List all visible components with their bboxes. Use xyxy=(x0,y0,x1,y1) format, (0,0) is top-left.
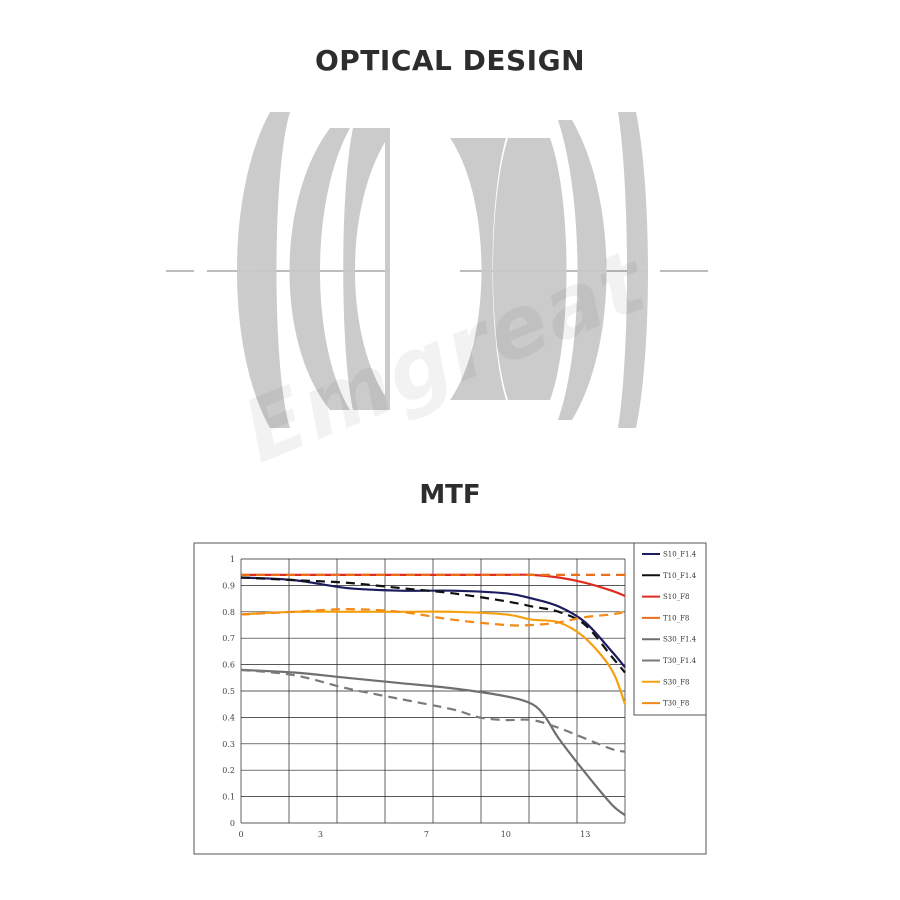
y-tick-label: 0.8 xyxy=(222,608,235,617)
legend-label: S10_F8 xyxy=(663,593,690,601)
lens-element-1 xyxy=(237,112,290,428)
lens-element-3 xyxy=(343,128,390,410)
lens-element-2 xyxy=(289,128,350,410)
y-tick-label: 0.1 xyxy=(222,793,235,802)
mtf-title: MTF xyxy=(419,480,481,510)
y-tick-label: 0.3 xyxy=(222,740,235,749)
series-line-s30-f1-4 xyxy=(240,668,626,816)
series-line-t30-f8 xyxy=(240,608,626,627)
legend-label: T10_F1.4 xyxy=(663,572,697,580)
y-tick-label: 0 xyxy=(230,819,235,828)
legend-box xyxy=(633,542,707,716)
y-tick-label: 0.5 xyxy=(222,687,235,696)
legend-label: S10_F1.4 xyxy=(663,551,697,559)
legend-label: T10_F8 xyxy=(663,614,689,622)
x-tick-label: 13 xyxy=(580,830,590,839)
series-line-s30-f8 xyxy=(240,610,627,705)
y-tick-label: 0.7 xyxy=(222,634,235,643)
chart-legend: S10_F1.4 T10_F1.4 S10_F8 T10_F8 S30_F1.4 T30_… xyxy=(642,551,697,708)
y-tick-label: 1 xyxy=(230,555,235,564)
lens-element-6 xyxy=(558,120,607,420)
legend-label: S30_F8 xyxy=(663,678,690,686)
y-tick-label: 0.4 xyxy=(222,713,235,722)
y-tick-label: 0.9 xyxy=(222,581,235,590)
legend-label: T30_F1.4 xyxy=(663,657,697,665)
series-line-s10-f1-4 xyxy=(240,576,626,668)
legend-label: S30_F1.4 xyxy=(663,636,697,644)
x-tick-label: 3 xyxy=(318,830,323,839)
chart-series xyxy=(240,573,627,816)
x-tick-label: 10 xyxy=(501,830,511,839)
lens-element-7 xyxy=(618,112,648,428)
series-line-t30-f1-4 xyxy=(240,668,626,753)
optical-design-diagram xyxy=(166,112,708,428)
x-tick-label: 7 xyxy=(424,830,429,839)
x-tick-label: 0 xyxy=(238,830,243,839)
chart-grid xyxy=(240,558,626,824)
y-tick-label: 0.2 xyxy=(222,766,235,775)
chart-axes: 00.10.20.30.40.50.60.70.80.910 3 7 10 13 xyxy=(222,555,590,839)
lens-element-4 xyxy=(450,138,506,400)
legend-label: T30_F8 xyxy=(663,700,689,708)
series-line-t10-f1-4 xyxy=(240,576,626,674)
optical-design-title: OPTICAL DESIGN xyxy=(314,44,586,77)
y-tick-label: 0.6 xyxy=(222,661,235,670)
lens-element-5 xyxy=(493,138,567,400)
